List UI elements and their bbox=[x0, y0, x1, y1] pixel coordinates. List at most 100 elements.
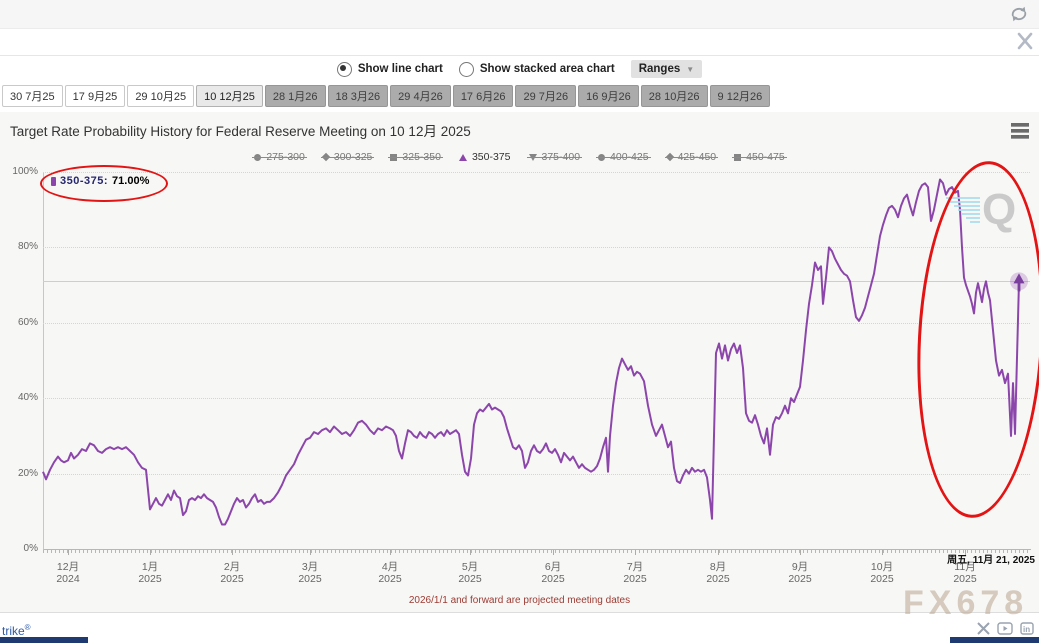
diamond-marker-icon bbox=[665, 152, 674, 162]
x-axis-tick-label: 1月 2025 bbox=[118, 561, 182, 585]
meeting-tab[interactable]: 29 10月25 bbox=[127, 85, 195, 107]
top-toolbar bbox=[0, 0, 1039, 29]
x-tick-month: 9月 bbox=[791, 561, 809, 573]
twitter-x-icon[interactable] bbox=[977, 622, 990, 635]
radio-stacked-area-chart-label[interactable]: Show stacked area chart bbox=[479, 63, 615, 75]
ranges-dropdown-label: Ranges bbox=[638, 63, 681, 75]
meeting-tab[interactable]: 16 9月26 bbox=[578, 85, 639, 107]
x-axis-tick-label: 8月 2025 bbox=[686, 561, 750, 585]
x-tick-year: 2025 bbox=[298, 573, 322, 585]
x-tick-month: 7月 bbox=[626, 561, 644, 573]
radio-stacked-area-chart[interactable]: Show stacked area chart bbox=[458, 61, 615, 77]
x-axis-tick-label: 11月 2025 bbox=[933, 561, 997, 585]
legend-item[interactable]: 400-425 bbox=[596, 151, 651, 163]
legend-item[interactable]: 375-400 bbox=[526, 151, 582, 163]
ranges-dropdown[interactable]: Ranges ▼ bbox=[630, 60, 703, 78]
radio-line-chart[interactable]: Show line chart bbox=[336, 61, 443, 77]
x-tick-month: 10月 bbox=[870, 561, 894, 573]
x-tick-year: 2025 bbox=[541, 573, 565, 585]
x-tick-year: 2024 bbox=[56, 573, 80, 585]
y-axis-tick-label: 80% bbox=[17, 241, 38, 252]
projected-dates-footnote: 2026/1/1 and forward are projected meeti… bbox=[408, 595, 631, 606]
meeting-tab[interactable]: 29 4月26 bbox=[390, 85, 451, 107]
circle-marker-icon bbox=[598, 153, 606, 161]
probability-line-series bbox=[42, 178, 1028, 526]
x-axis-tick bbox=[718, 550, 719, 555]
x-tick-year: 2025 bbox=[378, 573, 402, 585]
x-tick-year: 2025 bbox=[870, 573, 894, 585]
x-tick-month: 8月 bbox=[709, 561, 727, 573]
annotation-ellipse-tooltip bbox=[40, 165, 168, 202]
x-axis-tick bbox=[310, 550, 311, 555]
meeting-tab[interactable]: 18 3月26 bbox=[327, 85, 389, 107]
legend-item[interactable]: 450-475 bbox=[732, 151, 787, 163]
legend-item-label: 300-325 bbox=[333, 151, 373, 163]
y-axis-tick-label: 100% bbox=[12, 166, 38, 177]
circle-marker-icon bbox=[254, 153, 262, 161]
x-tick-month: 2月 bbox=[223, 561, 241, 573]
legend-item-label: 400-425 bbox=[610, 151, 649, 163]
linkedin-icon[interactable]: in bbox=[1020, 622, 1034, 635]
hamburger-menu-icon[interactable] bbox=[1011, 123, 1031, 139]
square-marker-icon bbox=[390, 153, 398, 161]
gridline bbox=[43, 398, 1030, 400]
crosshair-date-label: 周五, 11月 21, 2025 bbox=[947, 555, 1035, 566]
meeting-tab[interactable]: 29 7月26 bbox=[515, 85, 577, 107]
x-tick-year: 2025 bbox=[623, 573, 647, 585]
footer-divider bbox=[0, 612, 1039, 613]
x-axis-tick-label: 6月 2025 bbox=[521, 561, 585, 585]
gridline bbox=[43, 172, 1030, 174]
legend-item-label: 325-350 bbox=[402, 151, 441, 163]
legend-item-label: 375-400 bbox=[541, 151, 581, 163]
meeting-tab[interactable]: 30 7月25 bbox=[2, 85, 63, 107]
x-axis-tick bbox=[68, 550, 69, 555]
x-axis-minor-ticks bbox=[43, 550, 1030, 553]
x-axis-tick bbox=[965, 550, 966, 555]
y-axis-tick-label: 0% bbox=[23, 543, 38, 554]
x-tick-month: 6月 bbox=[544, 561, 562, 573]
x-axis-tick bbox=[882, 550, 883, 555]
fx678-watermark: FX678 bbox=[903, 584, 1029, 622]
meeting-tab[interactable]: 17 6月26 bbox=[452, 85, 514, 107]
x-tick-year: 2025 bbox=[788, 573, 812, 585]
radio-button-icon[interactable] bbox=[336, 61, 352, 77]
plot-area[interactable] bbox=[43, 172, 1031, 550]
x-tick-month: 5月 bbox=[461, 561, 479, 573]
x-axis-tick bbox=[390, 550, 391, 555]
x-tick-month: 4月 bbox=[381, 561, 399, 573]
radio-line-chart-label[interactable]: Show line chart bbox=[357, 63, 443, 75]
refresh-icon[interactable] bbox=[1009, 5, 1029, 23]
legend-item-label: 450-475 bbox=[746, 151, 785, 163]
legend-item-label: 425-450 bbox=[677, 151, 717, 163]
diamond-marker-icon bbox=[321, 152, 331, 162]
social-icons: in bbox=[977, 622, 1034, 635]
x-axis-tick bbox=[232, 550, 233, 555]
gridline bbox=[43, 247, 1030, 249]
meeting-tab[interactable]: 17 9月25 bbox=[64, 85, 126, 107]
current-value-line bbox=[43, 281, 1030, 283]
legend-item[interactable]: 425-450 bbox=[664, 151, 718, 163]
legend-item[interactable]: 275-300 bbox=[252, 151, 307, 163]
quikstrike-q-logo: Q bbox=[982, 185, 1017, 234]
gridline bbox=[43, 473, 1030, 476]
meeting-tab[interactable]: 28 1月26 bbox=[264, 85, 326, 107]
x-tick-year: 2025 bbox=[220, 573, 244, 585]
quikstrike-watermark: Q bbox=[946, 185, 1017, 234]
x-axis-tick bbox=[635, 550, 636, 555]
legend-item[interactable]: 350-375 bbox=[458, 151, 511, 163]
x-tick-month: 11月 bbox=[954, 561, 976, 573]
radio-button-icon[interactable] bbox=[458, 61, 474, 77]
legend-item[interactable]: 300-325 bbox=[320, 151, 374, 163]
legend-item-label: 350-375 bbox=[471, 151, 511, 163]
youtube-icon[interactable] bbox=[997, 622, 1013, 635]
x-axis-tick-label: 7月 2025 bbox=[603, 561, 667, 585]
legend-item-label: 275-300 bbox=[266, 151, 305, 163]
x-axis-tick-label: 12月 2024 bbox=[36, 561, 100, 585]
meeting-tab[interactable]: 9 12月26 bbox=[709, 85, 771, 107]
legend-item[interactable]: 325-350 bbox=[388, 151, 443, 163]
x-close-icon[interactable] bbox=[1016, 32, 1034, 50]
tri-up-marker-icon bbox=[458, 153, 467, 161]
y-axis-tick-label: 40% bbox=[17, 392, 38, 403]
meeting-tab[interactable]: 10 12月25 bbox=[196, 85, 263, 107]
meeting-tab[interactable]: 28 10月26 bbox=[640, 85, 708, 107]
